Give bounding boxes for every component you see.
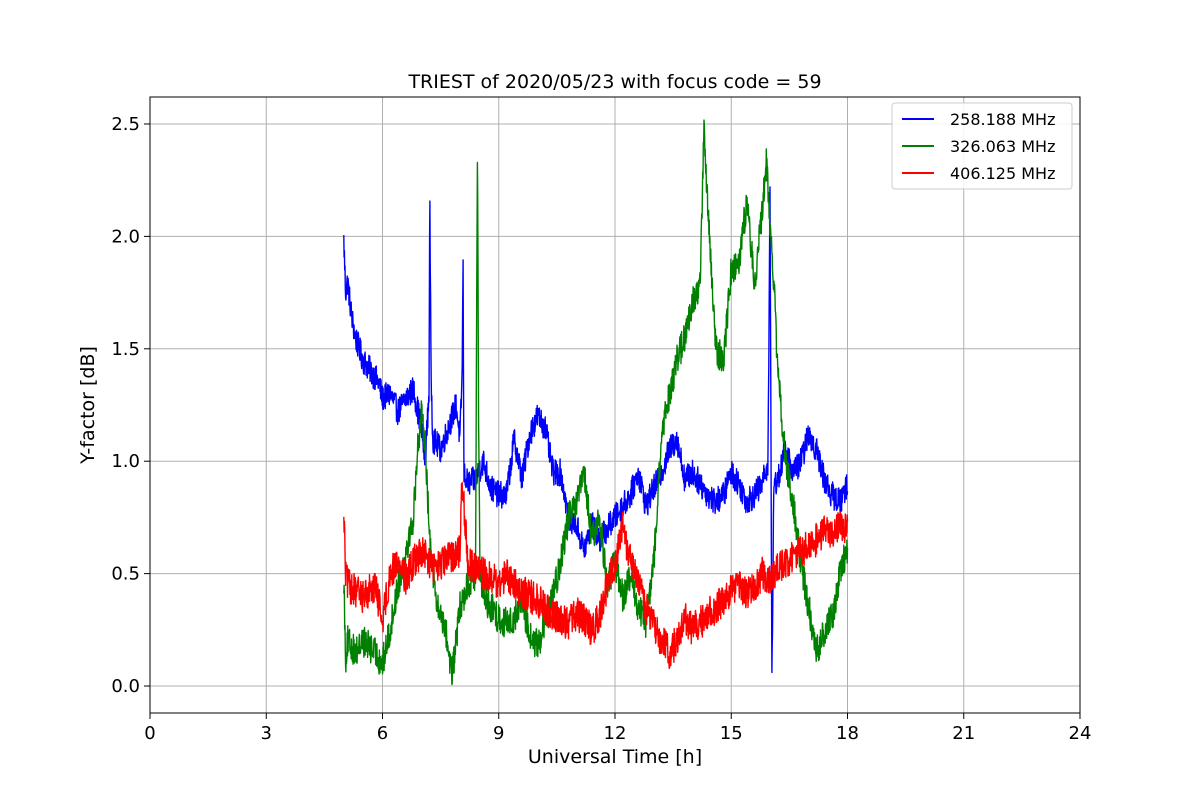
x-tick-label: 18: [836, 723, 859, 744]
y-tick-label: 0.5: [111, 564, 140, 585]
y-tick-label: 2.5: [111, 114, 140, 135]
y-tick-label: 1.0: [111, 451, 140, 472]
x-tick-label: 24: [1069, 723, 1092, 744]
x-tick-label: 6: [377, 723, 388, 744]
x-tick-label: 9: [493, 723, 504, 744]
x-tick-label: 15: [720, 723, 743, 744]
legend-label-3: 406.125 MHz: [950, 164, 1055, 183]
x-tick-label: 21: [952, 723, 975, 744]
y-tick-label: 1.5: [111, 339, 140, 360]
legend: 258.188 MHz 326.063 MHz 406.125 MHz: [891, 102, 1073, 190]
y-tick-label: 0.0: [111, 676, 140, 697]
x-tick-label: 3: [261, 723, 272, 744]
x-tick-label: 12: [604, 723, 627, 744]
legend-label-1: 258.188 MHz: [950, 110, 1055, 129]
y-axis-label: Y-factor [dB]: [77, 346, 99, 465]
ticks: 0 3 6 9 12 15 18 21 24 0.0 0.5 1.0 1.5 2.0 2.5: [111, 114, 1091, 744]
x-tick-label: 0: [144, 723, 155, 744]
legend-box: [891, 102, 1073, 190]
x-axis-label: Universal Time [h]: [528, 746, 702, 768]
y-tick-label: 2.0: [111, 226, 140, 247]
chart-title: TRIEST of 2020/05/23 with focus code = 5…: [407, 71, 821, 93]
legend-label-2: 326.063 MHz: [950, 137, 1055, 156]
